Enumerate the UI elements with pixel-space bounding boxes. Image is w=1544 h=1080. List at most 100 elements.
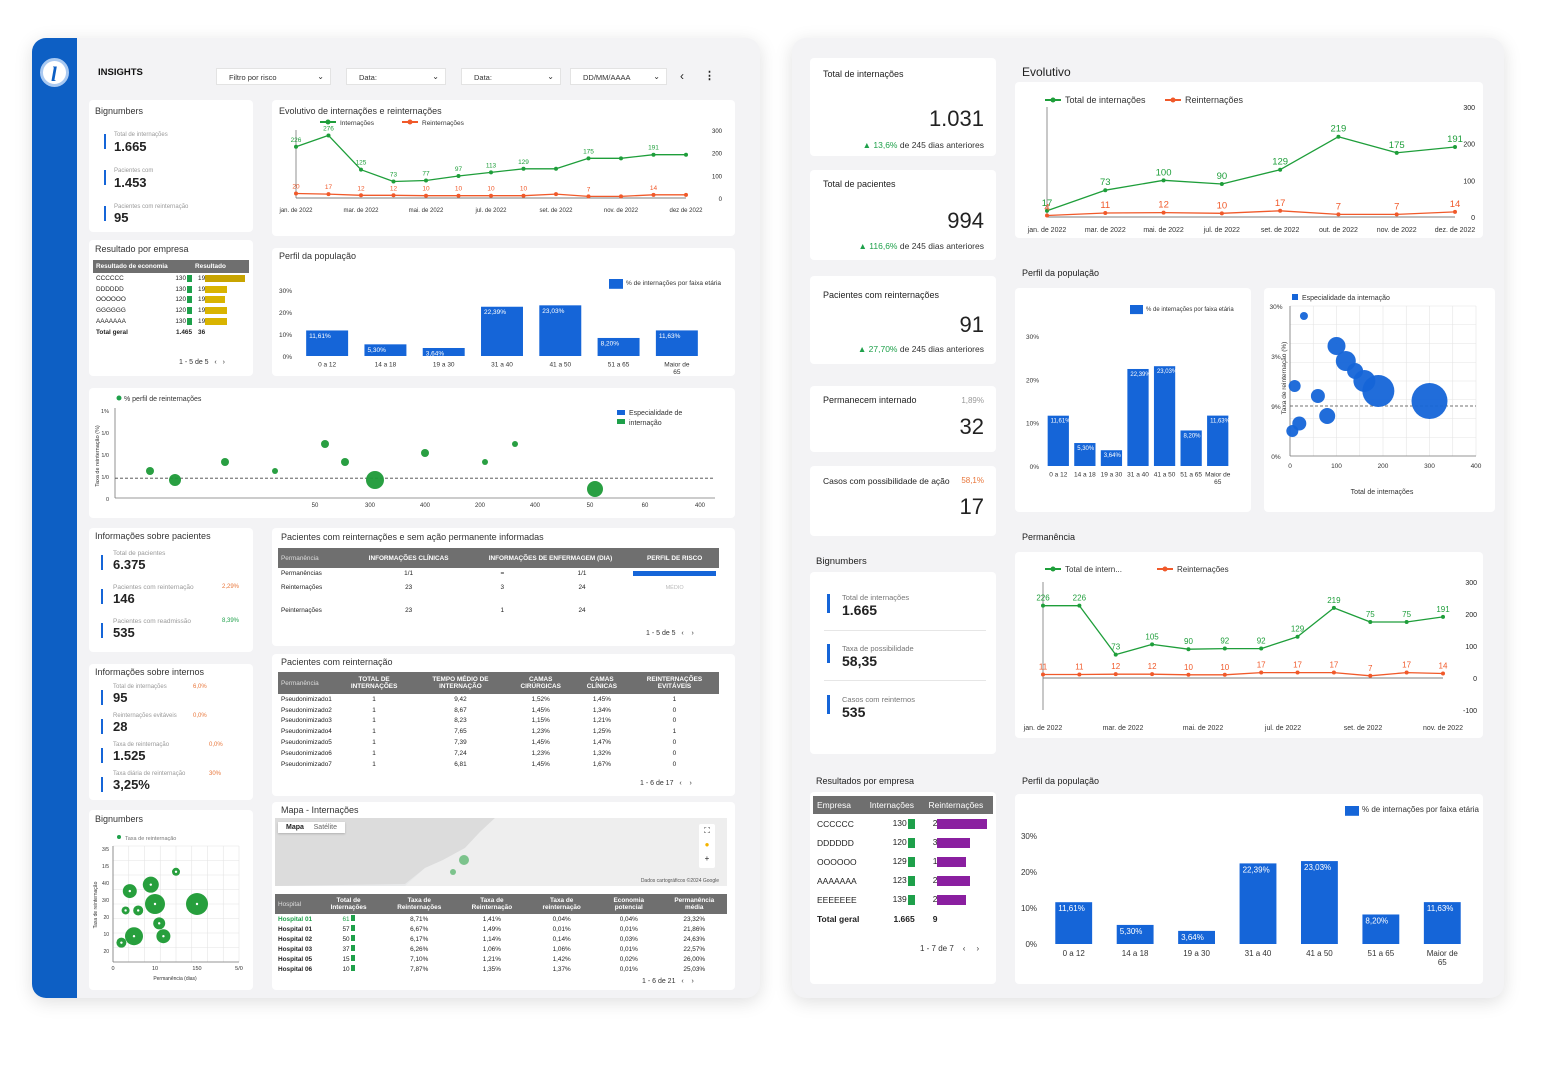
y-tick-label: 300 xyxy=(712,129,723,135)
table-row[interactable]: GGGGGG 120 19 xyxy=(93,305,249,316)
table-row[interactable]: Pseudonimizado2 1 8,67 1,45% 1,34% 0 xyxy=(278,705,719,716)
bubble-center xyxy=(132,935,136,938)
info-internos-card: Informações sobre internos Total de inte… xyxy=(89,664,253,800)
col-header[interactable]: TEMPO MÉDIO DE INTERNAÇÃO xyxy=(413,672,508,694)
table-row[interactable]: CCCCCC 130 19 xyxy=(93,273,249,284)
series-line xyxy=(295,134,686,183)
table-row[interactable]: AAAAAAA 123 2 xyxy=(813,871,993,890)
table-cell: 0,02% xyxy=(619,955,638,963)
chevron-right-icon[interactable]: › xyxy=(222,359,225,366)
col-header[interactable]: CAMAS CIRÚRGICAS xyxy=(507,672,574,694)
table-row[interactable]: DDDDDD 130 19 xyxy=(93,284,249,295)
kpi-suffix: de 245 dias anteriores xyxy=(899,241,984,251)
table-row[interactable]: AAAAAAA 130 19 xyxy=(93,316,249,327)
table-cell: 23,32% xyxy=(683,915,706,923)
table-cell: 130 xyxy=(172,284,195,295)
card-title: Resultado por empresa xyxy=(95,244,189,254)
col-header[interactable]: Hospital xyxy=(275,894,316,914)
chevron-right-icon[interactable]: › xyxy=(691,630,694,637)
table-row[interactable]: Hospital 05 15 7,10% 1,21% 1,42% 0,02% 26,00% xyxy=(275,954,727,964)
table-row[interactable]: Pseudonimizado3 1 8,23 1,15% 1,21% 0 xyxy=(278,716,719,727)
kpi-card-casos: Casos com possibilidade de ação 58,1% 17 xyxy=(810,466,996,536)
bubble xyxy=(221,458,229,466)
y-tick-label: 10 xyxy=(103,932,109,938)
table-cell: 8,71% xyxy=(410,915,429,923)
y-tick-label: 10% xyxy=(1021,904,1037,913)
table-cell: 8,67 xyxy=(454,706,467,714)
side-rail: l xyxy=(32,38,77,998)
kpi-delta: 116,6% xyxy=(869,241,898,251)
table-row[interactable]: Hospital 01 61 8,71% 1,41% 0,04% 0,04% 23,32% xyxy=(275,914,727,924)
table-row[interactable]: Pseudonimizado5 1 7,39 1,45% 1,47% 0 xyxy=(278,737,719,748)
data-point xyxy=(1336,134,1341,139)
col-header[interactable]: Total de Internações xyxy=(315,894,383,914)
table-row[interactable]: DDDDDD 120 3 xyxy=(813,833,993,852)
table-row[interactable]: Pseudonimizado7 1 6,81 1,45% 1,67% 0 xyxy=(278,759,719,770)
y-tick-label: 20 xyxy=(103,949,109,955)
col-header[interactable]: Taxa de Reinternações xyxy=(382,894,457,914)
map-marker[interactable] xyxy=(459,855,469,865)
kpi-value: 535 xyxy=(842,704,866,720)
app-logo[interactable]: l xyxy=(40,58,69,87)
reint-table-card: Pacientes com reinternação Permanência TO… xyxy=(272,654,735,796)
table-cell: 1,45% xyxy=(592,695,611,703)
map-tab-map[interactable]: Mapa xyxy=(286,824,304,831)
table-row[interactable]: Hospital 02 50 6,17% 1,14% 0,14% 0,03% 24,63% xyxy=(275,934,727,944)
table-row[interactable]: Pseudonimizado1 1 9,42 1,52% 1,45% 1 xyxy=(278,694,719,705)
filter-date-input[interactable]: DD/MM/AAAA ⌄ xyxy=(570,68,667,85)
col-header[interactable]: TOTAL DE INTERNAÇÕES xyxy=(334,672,414,694)
prev-page-button[interactable]: ‹ xyxy=(680,69,684,83)
col-header[interactable]: Taxa de Reinternação xyxy=(456,894,528,914)
table-row[interactable]: OOOOOO 120 19 xyxy=(93,295,249,306)
filter-date-end-select[interactable]: Data: ⌄ xyxy=(461,68,561,85)
x-tick-label: 14 a 18 xyxy=(1074,472,1096,479)
table-row[interactable]: OOOOOO 129 1 xyxy=(813,852,993,871)
data-point xyxy=(1278,167,1283,172)
chevron-right-icon[interactable]: › xyxy=(976,944,980,953)
col-header[interactable]: CAMAS CLÍNICAS xyxy=(573,672,630,694)
col-header[interactable]: Permanência média xyxy=(661,894,727,914)
table-row[interactable]: EEEEEEE 139 2 xyxy=(813,890,993,909)
fullscreen-icon[interactable]: ⛶ xyxy=(704,826,710,835)
empresa-result-table: Resultado de economia Resultado CCCCCC 130… xyxy=(93,260,249,338)
map-view[interactable]: Mapa Satélite ⛶ ● + Dados cartográficos ©2… xyxy=(275,818,727,886)
col-header[interactable]: REINTERNAÇÕES EVITÁVEIS xyxy=(629,672,719,694)
table-row[interactable]: Pseudonimizado6 1 7,24 1,23% 1,32% 0 xyxy=(278,748,719,759)
table-row[interactable]: Permanências 1/1 = 1/1 xyxy=(278,568,719,579)
chevron-left-icon[interactable]: ‹ xyxy=(214,359,217,366)
table-row[interactable]: Hospital 01 57 6,67% 1,49% 0,01% 0,01% 21,86% xyxy=(275,924,727,934)
filter-risk-select[interactable]: Filtro por risco ⌄ xyxy=(216,68,331,85)
kpi-title: Total de pacientes xyxy=(823,179,896,189)
chevron-left-icon[interactable]: ‹ xyxy=(681,630,684,637)
col-header[interactable]: Taxa de reinternação xyxy=(527,894,597,914)
menu-icon[interactable]: ⋮ xyxy=(704,70,715,82)
data-point xyxy=(651,192,656,197)
bubble-center xyxy=(120,941,123,944)
table-row[interactable]: Reinternações 23 3 24 MÉDIO xyxy=(278,579,719,597)
map-terrain xyxy=(275,818,727,886)
chevron-right-icon[interactable]: › xyxy=(691,978,694,985)
table-row[interactable]: Peinternações 23 1 24 xyxy=(278,597,719,625)
chevron-left-icon[interactable]: ‹ xyxy=(681,978,684,985)
chevron-left-icon[interactable]: ‹ xyxy=(679,780,682,787)
chevron-left-icon[interactable]: ‹ xyxy=(962,944,966,953)
zoom-icon[interactable]: + xyxy=(704,854,710,863)
table-row[interactable]: CCCCCC 130 2 xyxy=(813,814,993,833)
filter-date-start-select[interactable]: Data: ⌄ xyxy=(346,68,446,85)
chevron-right-icon[interactable]: › xyxy=(689,780,692,787)
map-marker[interactable] xyxy=(450,869,456,875)
map-tab-satellite[interactable]: Satélite xyxy=(313,824,337,831)
map-attribution: Dados cartográficos ©2024 Google xyxy=(640,878,719,884)
col-header[interactable]: Permanência xyxy=(278,672,335,694)
data-point xyxy=(1453,144,1457,149)
data-point xyxy=(521,193,526,198)
table-row[interactable]: Pseudonimizado4 1 7,65 1,23% 1,25% 1 xyxy=(278,726,719,737)
chevron-down-icon: ⌄ xyxy=(653,72,660,81)
table-row[interactable]: Hospital 03 37 6,26% 1,06% 1,06% 0,01% 22,57% xyxy=(275,944,727,954)
data-point xyxy=(1331,670,1336,675)
data-point xyxy=(1113,652,1118,657)
col-header[interactable]: Economia potencial xyxy=(596,894,662,914)
pegman-icon[interactable]: ● xyxy=(704,840,710,849)
table-row[interactable]: Hospital 06 10 7,87% 1,35% 1,37% 0,01% 25,03% xyxy=(275,964,727,974)
kpi-value: 95 xyxy=(113,690,128,705)
